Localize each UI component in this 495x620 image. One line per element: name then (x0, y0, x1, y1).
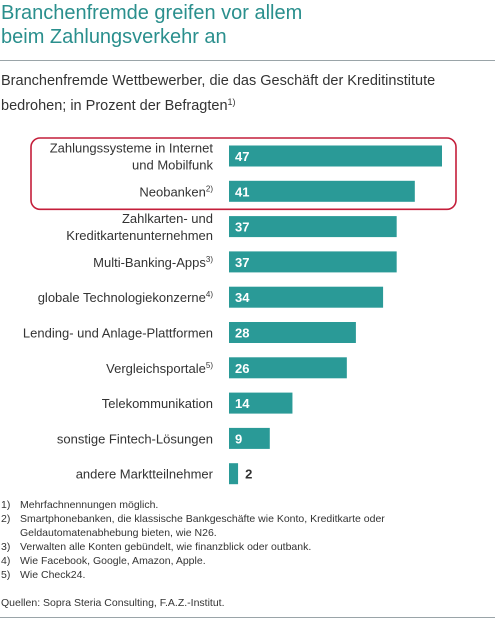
category-label: sonstige Fintech-Lösungen (57, 431, 213, 446)
subtitle-footnote-ref: 1) (227, 97, 236, 107)
footnote-text: Wie Facebook, Google, Amazon, Apple. (20, 555, 206, 567)
footnote-number: 1) (1, 499, 11, 511)
footnote-number: 3) (1, 541, 11, 553)
source-note: Quellen: Sopra Steria Consulting, F.A.Z.… (1, 597, 225, 609)
highlight-frame (30, 137, 457, 211)
subtitle-line-1: Branchenfremde Wettbewerber, die das Ges… (1, 73, 436, 89)
chart-subtitle: Branchenfremde Wettbewerber, die das Ges… (1, 71, 491, 117)
bar-value-label: 26 (235, 361, 249, 376)
chart-title: Branchenfremde greifen vor allem beim Za… (1, 1, 491, 49)
category-label: andere Marktteilnehmer (76, 467, 214, 482)
category-label: globale Technologiekonzerne4) (38, 290, 214, 305)
footnote-text: Wie Check24. (20, 569, 86, 581)
title-line-2: beim Zahlungsverkehr an (1, 26, 227, 48)
footnote-1: 1) Mehrfachnennungen möglich. (1, 498, 491, 512)
top-divider (0, 60, 495, 61)
bar-value-label: 34 (235, 290, 250, 305)
bar (229, 427, 270, 449)
footnote-3: 3) Verwalten alle Konten gebündelt, wie … (1, 540, 491, 554)
bar (229, 463, 239, 485)
bar-value-label: 41 (235, 184, 249, 199)
category-label: und Mobilfunk (132, 158, 213, 173)
bar (229, 145, 442, 167)
bar (229, 392, 293, 414)
bar-value-label: 14 (235, 396, 250, 411)
category-label: Kreditkartenunternehmen (66, 228, 213, 243)
title-line-1: Branchenfremde greifen vor allem (1, 2, 303, 24)
category-label: Neobanken2) (139, 184, 213, 199)
category-label: Vergleichsportale5) (106, 361, 213, 376)
bar (229, 322, 356, 343)
footnote-4: 4) Wie Facebook, Google, Amazon, Apple. (1, 554, 491, 568)
footnote-2: 2) Smartphonebanken, die klassische Bank… (1, 512, 491, 540)
bar-value-label: 2 (245, 467, 252, 482)
bar-value-label: 37 (235, 220, 249, 235)
bar-value-label: 28 (235, 326, 249, 341)
bar-chart: 47 Zahlungssysteme in Internet und Mobilfu… (23, 137, 457, 485)
bar-value-label: 47 (235, 149, 249, 164)
bar (229, 357, 347, 379)
footnotes: 1) Mehrfachnennungen möglich. 2) Smartph… (1, 498, 491, 582)
bottom-divider (0, 617, 495, 618)
footnote-number: 4) (1, 555, 11, 567)
bar-value-label: 37 (235, 255, 249, 270)
bar-value-label: 9 (235, 431, 242, 446)
category-label: Lending- und Anlage-Plattformen (23, 326, 213, 341)
subtitle-line-2: bedrohen; in Prozent der Befragten (1, 98, 228, 114)
category-label: Multi-Banking-Apps3) (93, 255, 213, 270)
footnote-text: Smartphonebanken, die klassische Bankges… (20, 513, 385, 539)
category-label: Zahlungssysteme in Internet (50, 141, 214, 156)
bar (229, 216, 397, 238)
bar (229, 286, 384, 308)
bar (229, 180, 415, 202)
bar (229, 251, 397, 273)
footnote-number: 5) (1, 569, 11, 581)
category-label: Zahlkarten- und (122, 211, 213, 226)
category-label: Telekommunikation (102, 396, 213, 411)
footnote-number: 2) (1, 513, 11, 525)
footnote-5: 5) Wie Check24. (1, 568, 491, 582)
footnote-text: Mehrfachnennungen möglich. (20, 499, 159, 511)
footnote-text: Verwalten alle Konten gebündelt, wie fin… (20, 541, 312, 553)
